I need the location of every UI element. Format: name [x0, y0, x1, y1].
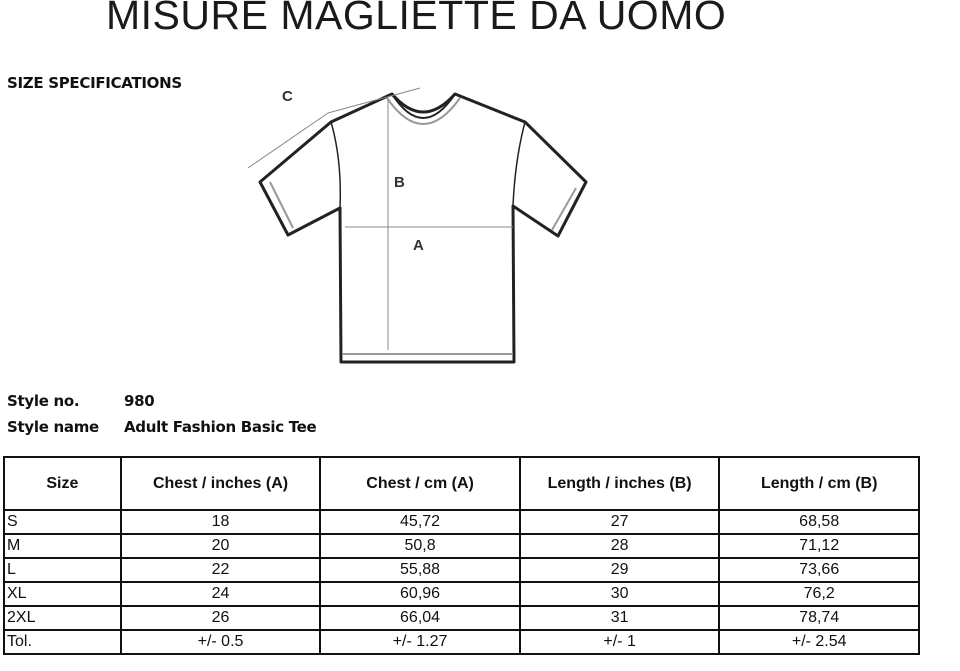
- table-cell: 18: [119, 509, 322, 535]
- size-cell: 2XL: [3, 605, 122, 631]
- table-header-row: Size Chest / inches (A) Chest / cm (A) Leng…: [3, 456, 920, 511]
- size-cell: M: [3, 533, 122, 559]
- table-cell: 68,58: [718, 509, 920, 535]
- style-name: Style name Adult Fashion Basic Tee: [7, 418, 317, 436]
- table-cell: 60,96: [319, 581, 521, 607]
- label-a: A: [413, 237, 424, 254]
- table-cell: +/- 0.5: [119, 629, 322, 655]
- table-cell: 66,04: [319, 605, 521, 631]
- label-c: C: [282, 88, 293, 105]
- table-cell: 45,72: [319, 509, 521, 535]
- style-number: Style no. 980: [7, 392, 155, 410]
- table-cell: 30: [518, 581, 721, 607]
- size-table: Size Chest / inches (A) Chest / cm (A) Leng…: [3, 456, 920, 655]
- measure-line-c: [247, 112, 329, 169]
- table-cell: 28: [518, 533, 721, 559]
- tshirt-outline: [258, 92, 588, 364]
- column-header: Size: [3, 456, 122, 511]
- size-cell: L: [3, 557, 122, 583]
- tshirt-diagram: A B C: [247, 87, 588, 364]
- column-header: Chest / inches (A): [119, 456, 322, 511]
- table-row: L 22 55,88 29 73,66: [3, 557, 920, 583]
- style-number-label: Style no.: [7, 392, 80, 410]
- table-row: XL 24 60,96 30 76,2: [3, 581, 920, 607]
- table-cell: 73,66: [718, 557, 920, 583]
- table-cell: 31: [518, 605, 721, 631]
- column-header: Length / inches (B): [518, 456, 721, 511]
- table-cell: +/- 2.54: [718, 629, 920, 655]
- size-cell: Tol.: [3, 629, 122, 655]
- table-cell: 24: [119, 581, 322, 607]
- label-b: B: [394, 174, 405, 191]
- table-cell: 76,2: [718, 581, 920, 607]
- table-cell: 27: [518, 509, 721, 535]
- table-row: Tol. +/- 0.5 +/- 1.27 +/- 1 +/- 2.54: [3, 629, 920, 655]
- table-cell: 71,12: [718, 533, 920, 559]
- table-cell: 26: [119, 605, 322, 631]
- column-header: Length / cm (B): [718, 456, 920, 511]
- column-header: Chest / cm (A): [319, 456, 521, 511]
- section-heading: SIZE SPECIFICATIONS: [7, 74, 182, 92]
- style-name-value: Adult Fashion Basic Tee: [124, 418, 317, 436]
- style-name-label: Style name: [7, 418, 99, 436]
- table-cell: 55,88: [319, 557, 521, 583]
- size-cell: S: [3, 509, 122, 535]
- table-cell: 22: [119, 557, 322, 583]
- table-row: M 20 50,8 28 71,12: [3, 533, 920, 559]
- table-cell: 50,8: [319, 533, 521, 559]
- table-cell: +/- 1.27: [319, 629, 521, 655]
- table-row: S 18 45,72 27 68,58: [3, 509, 920, 535]
- table-cell: 20: [119, 533, 322, 559]
- size-cell: XL: [3, 581, 122, 607]
- table-cell: +/- 1: [518, 629, 721, 655]
- table-row: 2XL 26 66,04 31 78,74: [3, 605, 920, 631]
- page-title: MISURE MAGLIETTE DA UOMO: [106, 0, 727, 38]
- table-cell: 29: [518, 557, 721, 583]
- table-cell: 78,74: [718, 605, 920, 631]
- style-number-value: 980: [124, 392, 155, 410]
